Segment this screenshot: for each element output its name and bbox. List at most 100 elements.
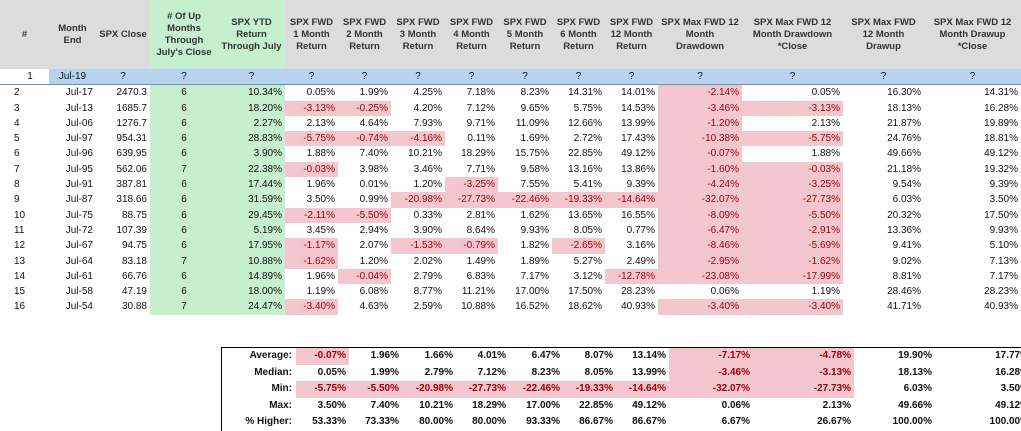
table-cell: 10.21% — [408, 148, 442, 160]
table-cell: 6 — [150, 207, 218, 223]
table-cell: -0.79% — [445, 238, 498, 254]
table-row: 9 Jul-87 318.66 6 31.59% 3.50% 0.99% -20.98% -27… — [0, 192, 1021, 208]
table-cell: 1.49% — [466, 255, 495, 267]
table-cell: -22.46% — [498, 192, 552, 208]
table-cell: 0.33% — [413, 209, 442, 221]
summary-cell: 100.00% — [989, 416, 1021, 428]
summary-cell: 86.67% — [632, 416, 666, 428]
summary-left-border — [221, 347, 222, 431]
summary-cell: 49.12% — [995, 399, 1021, 411]
table-cell: -1.20% — [658, 115, 742, 132]
table-cell: 5.27% — [573, 255, 602, 267]
summary-label: Average: — [249, 350, 292, 361]
summary-row: Max: 3.50% 7.40% 10.21% 18.29% 17.00% 22.85% 49… — [221, 398, 1021, 415]
summary-cell: 18.29% — [472, 399, 506, 411]
table-cell: 2.81% — [466, 209, 495, 221]
table-cell: 5.41% — [573, 179, 602, 191]
table-cell: -3.25% — [742, 177, 843, 193]
table-cell: 3.12% — [573, 270, 602, 282]
summary-label: Max: — [269, 399, 292, 411]
table-cell: 7.40% — [359, 148, 388, 160]
table-cell: 1.19% — [306, 286, 335, 298]
summary-cell: 17.00% — [526, 399, 560, 411]
table-cell: 18.29% — [461, 148, 495, 160]
table-cell: 3.90% — [413, 224, 442, 236]
summary-cell: -3.46% — [669, 364, 753, 382]
table-cell: 1.20% — [413, 179, 442, 191]
table-cell: 1.88% — [306, 148, 335, 160]
table-cell: Jul-61 — [65, 270, 93, 282]
table-cell: 2.02% — [413, 255, 442, 267]
table-cell: 6 — [14, 148, 20, 160]
table-cell: 3.45% — [306, 224, 335, 236]
table-cell: 2.13% — [811, 117, 840, 129]
table-row: 11 Jul-72 107.39 6 5.19% 3.45% 2.94% 3.90% 8.64%… — [0, 222, 1021, 239]
summary-cell: 10.21% — [419, 399, 453, 411]
table-cell: 13.99% — [621, 117, 655, 129]
table-row: 12 Jul-67 94.75 6 17.95% -1.17% 2.07% -1.53% -0.… — [0, 238, 1021, 254]
summary-cell: 1.96% — [370, 350, 399, 361]
table-cell: -20.98% — [391, 192, 445, 208]
table-cell: 0.01% — [359, 179, 388, 191]
header-month-end: Month End — [49, 0, 96, 69]
table-cell: 7.71% — [466, 163, 495, 175]
table-cell: 28.83% — [218, 131, 285, 147]
summary-cell: 8.05% — [584, 366, 613, 378]
summary-cell: 49.12% — [632, 399, 666, 411]
table-cell: 14.31% — [984, 87, 1018, 99]
table-cell: -23.08% — [658, 268, 742, 285]
table-cell: 7.55% — [520, 179, 549, 191]
summary-cell: -7.17% — [669, 347, 753, 365]
table-cell: 8.23% — [520, 87, 549, 99]
table-cell: 30.88 — [121, 301, 147, 313]
table-cell: 49.12% — [621, 148, 655, 160]
table-cell: -8.09% — [658, 207, 742, 223]
summary-cell: 13.14% — [632, 350, 666, 361]
table-cell: 18.00% — [218, 284, 285, 300]
header-fwd-2m: SPX FWD 2 Month Return — [338, 0, 391, 69]
summary-cell: 13.99% — [632, 366, 666, 378]
table-cell: 11.09% — [515, 117, 549, 129]
table-cell: 12 — [14, 240, 26, 252]
table-row: 10 Jul-75 88.75 6 29.45% -2.11% -5.50% 0.33% 2.8… — [0, 207, 1021, 223]
table-cell: 6 — [150, 131, 218, 147]
header-max-drawup-close: SPX Max FWD 12 Month Drawup *Close — [924, 0, 1021, 69]
table-cell: ? — [498, 69, 552, 86]
summary-cell: 17.77% — [995, 350, 1021, 361]
table-cell: 10.88% — [218, 253, 285, 269]
table-cell: Jul-06 — [65, 117, 93, 129]
summary-cell: 7.40% — [370, 399, 399, 411]
table-cell: -5.75% — [742, 131, 843, 147]
table-cell: 9.39% — [626, 179, 655, 191]
table-cell: 21.87% — [887, 117, 921, 129]
table-cell: 83.18 — [121, 255, 147, 267]
table-row: 1 Jul-19?????????????? — [0, 69, 1021, 86]
summary-table: Average: -0.07% 1.96% 1.66% 4.01% 6.47% 8.07% 1… — [221, 347, 1021, 431]
summary-cell: 80.00% — [419, 416, 453, 428]
table-cell: 28.23% — [621, 286, 655, 298]
table-cell: -1.60% — [658, 161, 742, 178]
table-cell: 7 — [150, 161, 218, 178]
table-cell: 20.32% — [887, 209, 921, 221]
table-cell: 107.39 — [116, 224, 147, 236]
summary-cell: 19.90% — [898, 350, 932, 361]
summary-cell: 93.33% — [526, 416, 560, 428]
table-cell: 9.93% — [520, 224, 549, 236]
header-max-drawup: SPX Max FWD 12 Month Drawup — [843, 0, 924, 69]
table-cell: 7.12% — [466, 102, 495, 114]
table-cell: 31.59% — [218, 192, 285, 208]
table-cell: ? — [843, 69, 924, 86]
table-cell: 3 — [14, 102, 20, 114]
table-cell: 17.95% — [218, 238, 285, 254]
table-cell: Jul-91 — [65, 179, 93, 191]
table-cell: 2.59% — [413, 301, 442, 313]
table-cell: 6 — [150, 100, 218, 116]
summary-cell: 86.67% — [579, 416, 613, 428]
table-cell: Jul-95 — [65, 163, 93, 175]
table-cell: 17.43% — [621, 133, 655, 145]
table-cell: 12.66% — [568, 117, 602, 129]
table-cell: 2.49% — [626, 255, 655, 267]
table-cell: ? — [605, 69, 658, 86]
table-cell: 41.71% — [887, 301, 921, 313]
table-cell: 40.93% — [984, 301, 1018, 313]
